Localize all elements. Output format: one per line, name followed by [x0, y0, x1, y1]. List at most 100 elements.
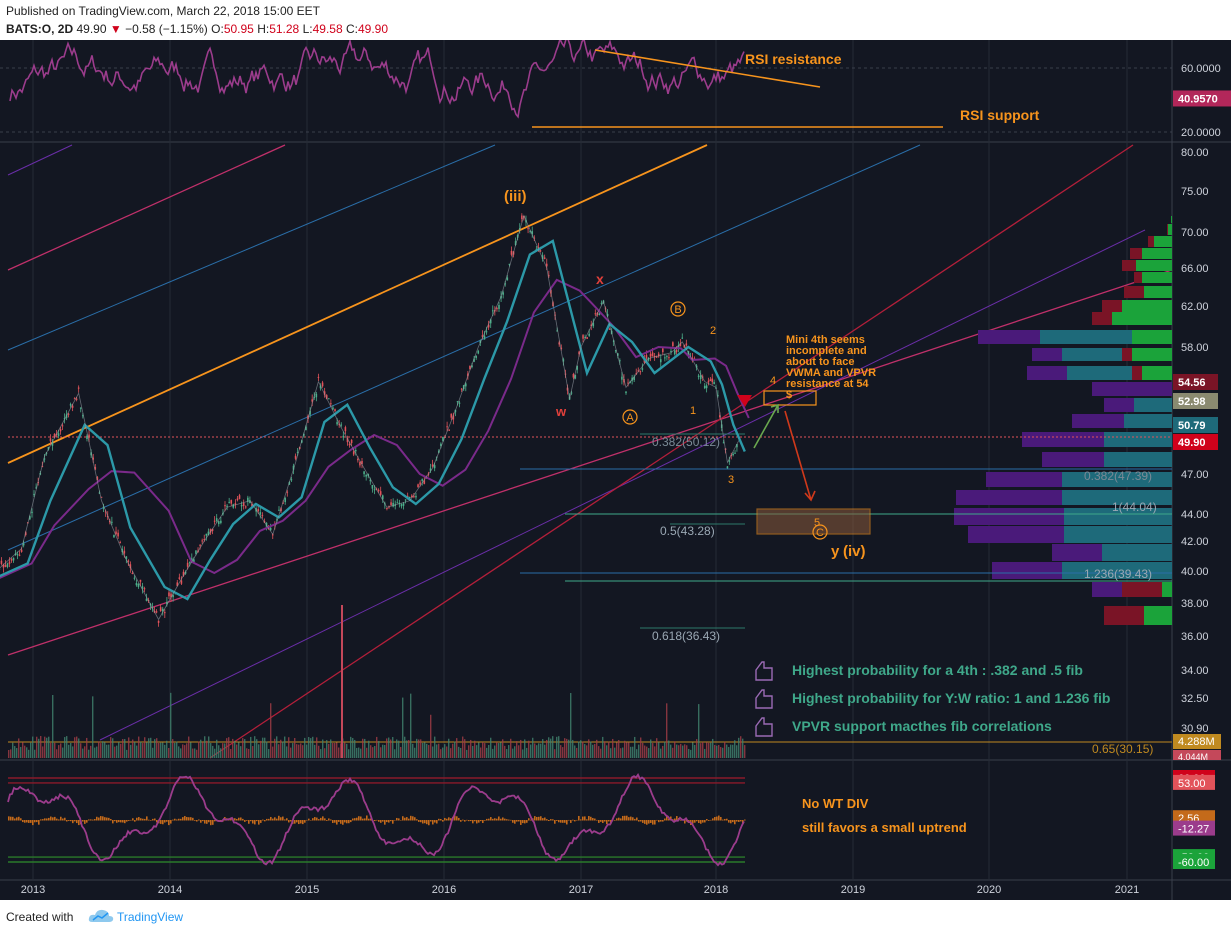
volume-bar	[350, 736, 352, 758]
volume-bar	[476, 745, 478, 758]
candle-body	[711, 378, 714, 383]
wt-histogram-bar	[618, 817, 620, 821]
candle-body	[53, 433, 56, 438]
volume-bar	[18, 738, 20, 758]
chart-canvas[interactable]: 2013 2014 2015 2016 2017 2018 2019 2020 2021 80.0…	[0, 40, 1231, 900]
candle-body	[71, 405, 74, 408]
wt-histogram-bar	[470, 820, 472, 822]
volume-bar	[500, 742, 502, 758]
candle-body	[608, 328, 611, 330]
candle-body	[402, 503, 405, 506]
volume-bar	[156, 738, 158, 758]
vpvr-bar	[1142, 248, 1172, 259]
volume-bar	[8, 749, 10, 758]
wt-histogram-bar	[602, 820, 604, 823]
wt-histogram-bar	[248, 820, 250, 824]
volume-bar	[354, 739, 356, 758]
candle-body	[269, 527, 272, 531]
wt-histogram-bar	[494, 818, 496, 821]
candle-body	[244, 506, 247, 508]
red-channel	[209, 144, 1134, 759]
volume-bar	[664, 741, 666, 758]
volume-bar	[698, 704, 700, 758]
candle-body	[404, 499, 407, 501]
y-tick-label: 32.50	[1181, 693, 1209, 705]
volume-bar	[742, 738, 744, 758]
wt-histogram-bar	[272, 818, 274, 821]
volume-label-box	[1173, 750, 1221, 760]
y-tick-label: 44.00	[1181, 509, 1209, 521]
candle-body	[228, 501, 230, 503]
wt-histogram-bar	[580, 819, 582, 821]
volume-bar	[206, 740, 208, 758]
wt-histogram-bar	[282, 816, 284, 821]
wt-histogram-bar	[108, 817, 110, 821]
candle-body	[104, 511, 107, 513]
candle-body	[679, 343, 682, 347]
volume-bar	[598, 746, 600, 758]
candle-body	[510, 250, 513, 255]
price-label-box	[1173, 417, 1218, 433]
candle-body	[655, 356, 658, 358]
rsi-tick-label: 20.0000	[1181, 127, 1221, 139]
candle-body	[386, 508, 388, 510]
volume-bar	[240, 746, 242, 758]
candle-body	[131, 572, 134, 574]
candle-body	[292, 465, 295, 470]
candle-body	[533, 237, 536, 239]
volume-bar	[460, 747, 462, 758]
wt-histogram-bar	[736, 820, 738, 822]
volume-bar	[634, 736, 636, 758]
volume-bar	[740, 736, 742, 758]
candle-body	[319, 385, 322, 389]
volume-bar	[416, 738, 418, 758]
volume-bar	[474, 740, 476, 758]
tradingview-link[interactable]: TradingView	[117, 910, 184, 924]
volume-bar	[10, 749, 12, 758]
volume-bar	[38, 738, 40, 758]
volume-bar	[710, 742, 712, 758]
volume-bar	[430, 714, 432, 758]
vpvr-bar	[1142, 272, 1172, 283]
volume-bar	[100, 743, 102, 758]
volume-bar	[162, 742, 164, 758]
volume-bar	[72, 746, 74, 758]
wt-histogram-bar	[702, 820, 704, 823]
wt-histogram-bar	[488, 818, 490, 821]
wt-histogram-bar	[344, 820, 346, 823]
volume-bar	[644, 745, 646, 758]
candle-body	[639, 371, 642, 373]
volume-bar	[690, 749, 692, 758]
x-tick-label: 2014	[158, 884, 182, 896]
volume-bar	[458, 746, 460, 758]
vpvr-bar	[1062, 562, 1172, 579]
wt-histogram-bar	[14, 818, 16, 821]
wt-histogram-bar	[184, 816, 186, 821]
volume-bar	[704, 748, 706, 758]
volume-bar	[540, 743, 542, 758]
volume-bar	[378, 740, 380, 758]
volume-bar	[538, 743, 540, 758]
wt-histogram-bar	[306, 819, 308, 821]
volume-bar	[168, 748, 170, 758]
vpvr-bar	[1144, 606, 1172, 625]
volume-bar	[410, 693, 412, 758]
rsi-current-box	[1173, 90, 1231, 107]
volume-bar	[330, 739, 332, 758]
volume-bar	[252, 746, 254, 758]
wt-histogram-bar	[446, 818, 448, 821]
volume-bar	[612, 738, 614, 758]
candle-body	[115, 531, 117, 535]
wt-histogram-bar	[400, 819, 402, 821]
wt-histogram-bar	[358, 816, 360, 821]
volume-bar	[428, 745, 430, 758]
wt-histogram-bar	[210, 820, 212, 826]
candle-body	[691, 357, 694, 360]
volume-bar	[282, 741, 284, 758]
wt-histogram-bar	[122, 820, 124, 823]
wt-histogram-bar	[714, 817, 716, 821]
volume-spike	[341, 605, 343, 758]
wt-histogram-bar	[588, 816, 590, 821]
candle-body	[75, 398, 78, 400]
candle-body	[190, 558, 193, 562]
